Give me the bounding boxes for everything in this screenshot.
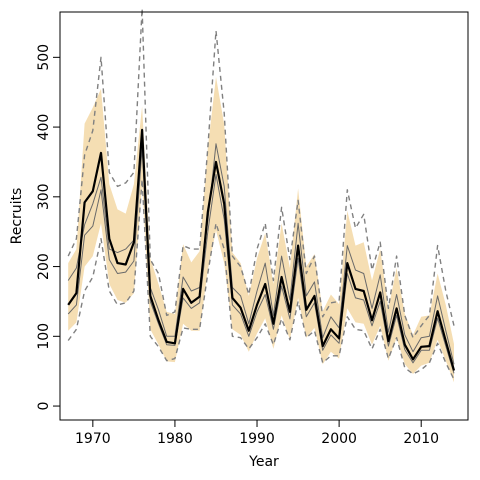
upper-dashed-line bbox=[67, 7, 455, 339]
y-tick-label: 400 bbox=[36, 114, 52, 141]
uncertainty-band bbox=[68, 76, 454, 383]
y-tick-label: 500 bbox=[36, 44, 52, 71]
x-tick-label: 2000 bbox=[321, 431, 357, 447]
lower-dashed-line bbox=[67, 178, 455, 380]
x-axis-label: Year bbox=[248, 454, 279, 470]
y-tick-label: 0 bbox=[36, 402, 52, 411]
x-tick-label: 1980 bbox=[157, 431, 193, 447]
x-tick-label: 2010 bbox=[403, 431, 439, 447]
y-tick-label: 100 bbox=[36, 323, 52, 350]
y-tick-label: 300 bbox=[36, 183, 52, 210]
upper-inner-line bbox=[67, 133, 455, 365]
x-tick-label: 1970 bbox=[75, 431, 111, 447]
confidence-band bbox=[68, 76, 454, 383]
plot-frame bbox=[59, 11, 469, 421]
y-axis-label: Recruits bbox=[9, 188, 25, 245]
series-lines bbox=[67, 7, 456, 380]
x-tick-label: 1990 bbox=[239, 431, 275, 447]
y-axis: 0 100 200 300 400 500 bbox=[36, 44, 60, 411]
lower-inner-line bbox=[67, 147, 455, 374]
y-tick-label: 200 bbox=[36, 253, 52, 280]
median-line bbox=[67, 128, 456, 371]
x-axis: 1970 1980 1990 2000 2010 bbox=[75, 420, 439, 447]
